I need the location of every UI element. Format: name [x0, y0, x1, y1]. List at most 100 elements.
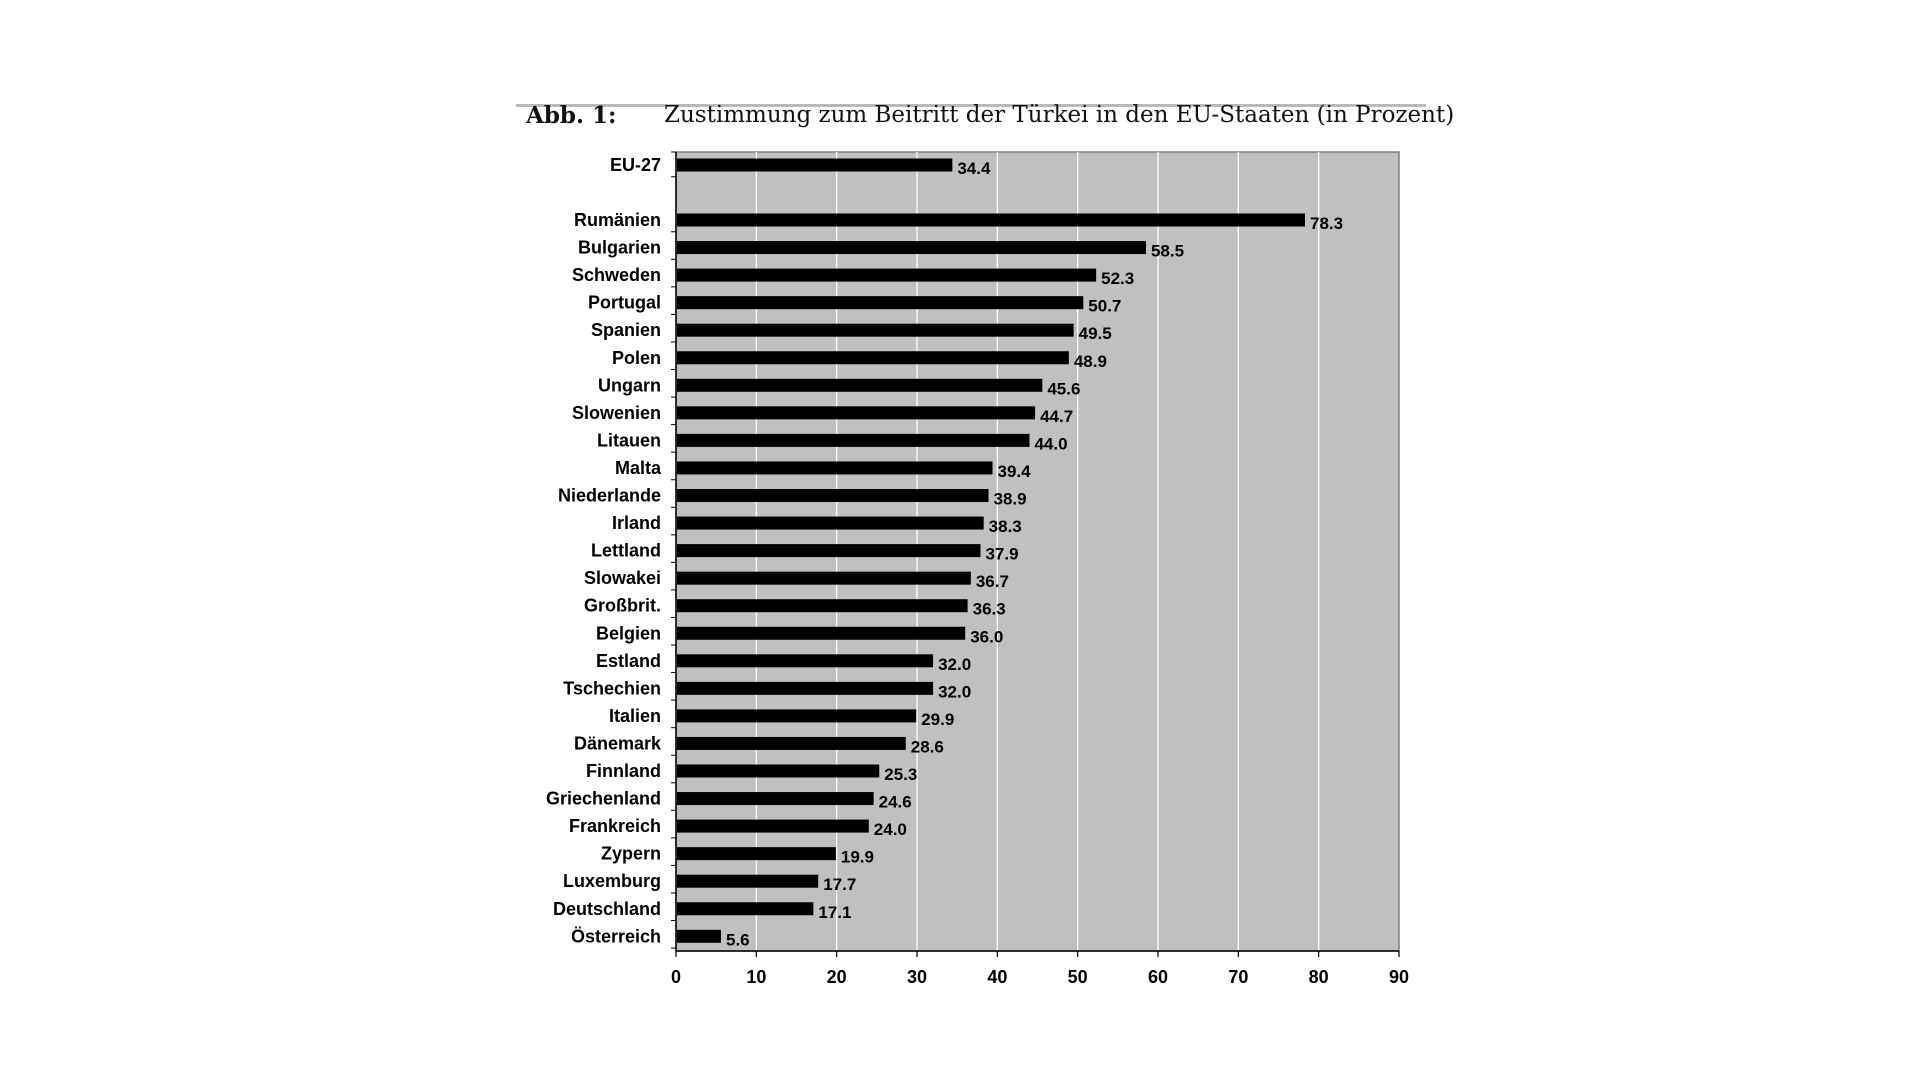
value-label: 36.0 — [970, 627, 1003, 646]
category-label: Bulgarien — [578, 238, 661, 258]
bar — [677, 847, 836, 861]
value-label: 28.6 — [911, 737, 944, 756]
x-tick-label: 70 — [1228, 967, 1248, 987]
category-label: Lettland — [591, 541, 661, 561]
category-label: Polen — [612, 348, 661, 368]
bar — [677, 516, 984, 530]
category-label: Litauen — [597, 430, 661, 450]
value-label: 24.0 — [874, 820, 907, 839]
category-label: Niederlande — [558, 486, 661, 506]
bar — [677, 296, 1084, 310]
value-label: 52.3 — [1101, 269, 1134, 288]
bar — [677, 681, 934, 695]
category-label: Portugal — [588, 293, 661, 313]
category-label: Luxemburg — [563, 871, 661, 891]
category-label: Malta — [615, 458, 662, 478]
bar — [677, 213, 1306, 227]
value-label: 17.1 — [818, 903, 851, 922]
category-label: Finnland — [586, 761, 661, 781]
value-label: 32.0 — [938, 682, 971, 701]
figure-caption: Abb. 1: Zustimmung zum Beitritt der Türk… — [524, 102, 1454, 136]
bar — [677, 378, 1043, 392]
x-tick-label: 60 — [1148, 967, 1168, 987]
category-label: Ungarn — [598, 375, 661, 395]
value-label: 32.0 — [938, 655, 971, 674]
value-label: 48.9 — [1074, 352, 1107, 371]
bar — [677, 241, 1146, 255]
bar — [677, 902, 814, 916]
value-label: 5.6 — [726, 930, 750, 949]
bar — [677, 489, 989, 502]
value-label: 19.9 — [841, 848, 874, 867]
category-label: Schweden — [572, 265, 661, 285]
category-label: Belgien — [596, 623, 661, 643]
category-label: Großbrit. — [584, 596, 661, 616]
bar — [677, 461, 993, 475]
bar — [677, 736, 906, 750]
bar — [677, 351, 1069, 365]
value-label: 44.7 — [1040, 407, 1073, 426]
bar — [677, 406, 1036, 420]
value-label: 58.5 — [1151, 242, 1184, 261]
value-label: 78.3 — [1310, 214, 1343, 233]
bar — [677, 792, 874, 806]
value-label: 36.7 — [976, 572, 1009, 591]
bar — [677, 929, 721, 943]
x-tick-label: 0 — [671, 967, 681, 987]
bar — [677, 599, 968, 613]
value-label: 25.3 — [884, 765, 917, 784]
category-label: Griechenland — [546, 789, 661, 809]
category-label: Dänemark — [574, 733, 662, 753]
x-tick-label: 30 — [907, 967, 927, 987]
value-label: 29.9 — [921, 710, 954, 729]
category-label: EU-27 — [610, 155, 661, 175]
x-tick-label: 10 — [746, 967, 766, 987]
x-tick-label: 40 — [987, 967, 1007, 987]
value-label: 34.4 — [957, 159, 991, 178]
category-label: Tschechien — [563, 678, 661, 698]
bar — [677, 709, 917, 723]
value-label: 45.6 — [1047, 379, 1080, 398]
bar — [677, 654, 934, 668]
category-label: Slowenien — [572, 403, 661, 423]
x-tick-label: 90 — [1389, 967, 1409, 987]
category-label: Slowakei — [584, 568, 661, 588]
x-tick-label: 20 — [827, 967, 847, 987]
bar — [677, 433, 1030, 447]
value-label: 39.4 — [998, 462, 1032, 481]
bar — [677, 764, 880, 778]
category-label: Spanien — [591, 320, 661, 340]
bar — [677, 323, 1074, 337]
category-label: Irland — [612, 513, 661, 533]
bar — [677, 819, 869, 833]
value-label: 36.3 — [973, 600, 1006, 619]
category-label: Rumänien — [574, 210, 661, 230]
figure-title: Zustimmung zum Beitritt der Türkei in de… — [664, 102, 1455, 128]
category-label: Deutschland — [553, 899, 661, 919]
value-label: 49.5 — [1079, 324, 1112, 343]
category-label: Italien — [609, 706, 661, 726]
value-label: 38.3 — [989, 517, 1022, 536]
bar — [677, 571, 971, 585]
figure-label: Abb. 1: — [526, 102, 617, 129]
value-label: 24.6 — [879, 793, 912, 812]
category-label: Estland — [596, 651, 661, 671]
value-label: 44.0 — [1034, 434, 1067, 453]
bar — [677, 268, 1097, 282]
x-tick-label: 80 — [1309, 967, 1329, 987]
value-label: 50.7 — [1088, 297, 1121, 316]
caption-rule — [516, 104, 1426, 107]
value-label: 37.9 — [985, 545, 1018, 564]
x-tick-label: 50 — [1068, 967, 1088, 987]
value-label: 17.7 — [823, 875, 856, 894]
value-label: 38.9 — [993, 490, 1026, 509]
category-label: Zypern — [601, 844, 661, 864]
category-label: Frankreich — [569, 816, 661, 836]
bar — [677, 544, 981, 558]
bar — [677, 626, 966, 640]
category-label: Österreich — [571, 926, 661, 946]
bar — [677, 158, 953, 172]
bar — [677, 874, 819, 888]
